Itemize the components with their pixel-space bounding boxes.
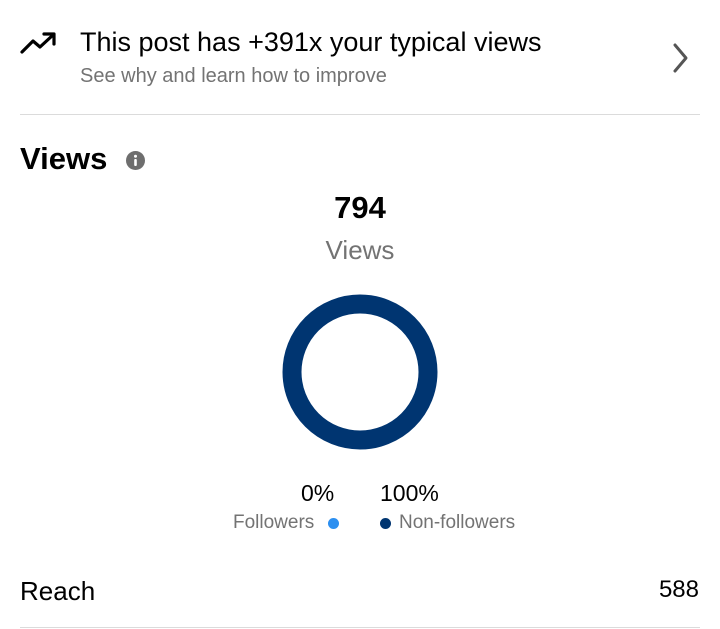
nonfollowers-percent: 100% — [380, 480, 439, 506]
legend-followers-label: Followers — [233, 512, 315, 533]
chevron-right-icon[interactable] — [670, 42, 690, 74]
views-donut-chart — [282, 294, 438, 450]
divider — [20, 114, 700, 115]
insight-banner[interactable]: This post has +391x your typical views S… — [0, 0, 720, 114]
views-total: 794 — [334, 190, 386, 225]
legend-followers-dot — [328, 518, 339, 529]
trending-up-icon — [20, 32, 56, 54]
info-icon[interactable] — [126, 151, 145, 170]
reach-label: Reach — [20, 576, 96, 606]
legend-nonfollowers-dot — [380, 518, 391, 529]
followers-percent: 0% — [301, 480, 335, 506]
legend-nonfollowers-label: Non-followers — [399, 512, 516, 533]
reach-row[interactable]: Reach 588 — [0, 560, 720, 626]
views-heading: Views — [20, 141, 108, 176]
divider — [20, 627, 700, 628]
views-total-label: Views — [325, 235, 395, 265]
donut-segment-non-followers — [282, 294, 438, 450]
insight-subtitle: See why and learn how to improve — [80, 65, 387, 87]
insight-title: This post has +391x your typical views — [80, 27, 542, 57]
reach-value: 588 — [658, 576, 699, 603]
